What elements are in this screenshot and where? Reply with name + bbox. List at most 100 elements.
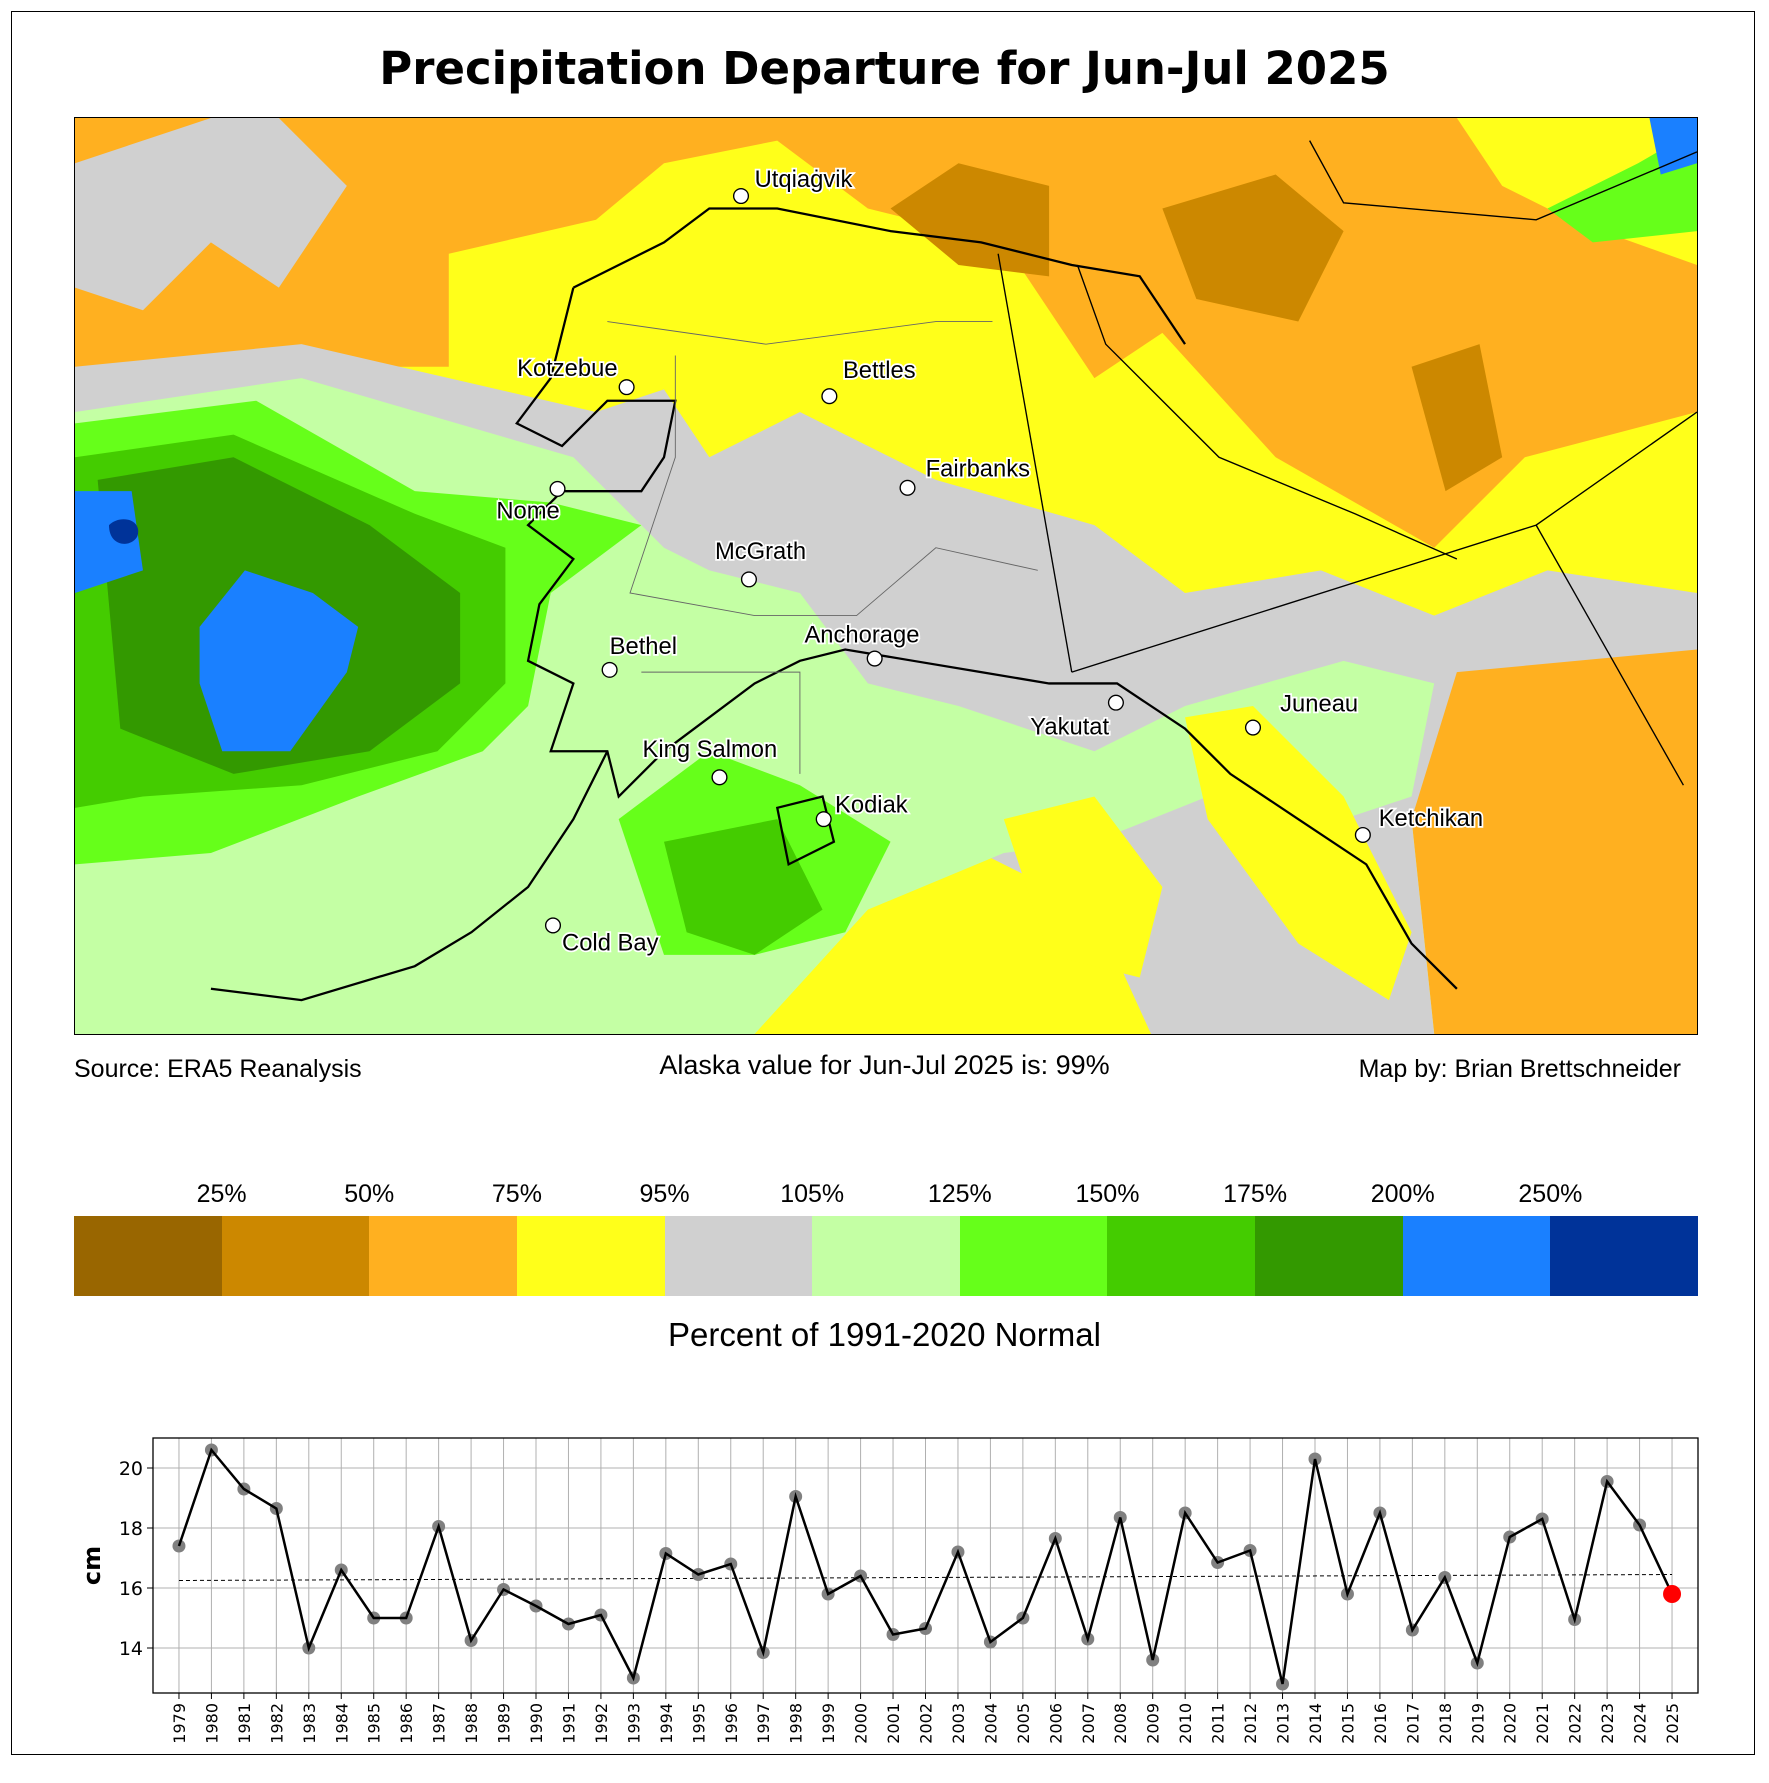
x-tick-label: 2025 (1663, 1703, 1682, 1744)
trend-line (178, 1574, 1673, 1581)
x-tick-label: 2001 (884, 1703, 903, 1744)
x-tick-label: 1995 (689, 1703, 708, 1744)
colorbar-swatch (74, 1216, 222, 1296)
precipitation-map: Utqiaġvik Kotzebue Bettles Fairbanks Nome McG… (74, 117, 1698, 1035)
city-marker (1354, 826, 1371, 843)
city-label: Kotzebue (517, 355, 617, 382)
x-tick-label: 2023 (1598, 1703, 1617, 1744)
colorbar-label: 200% (1370, 1180, 1435, 1208)
colorbar-label: 175% (1223, 1180, 1288, 1208)
map-region (663, 819, 823, 955)
x-tick-label: 2020 (1501, 1703, 1520, 1744)
x-tick-label: 2018 (1436, 1703, 1455, 1744)
city-markers: Utqiaġvik Kotzebue Bettles Fairbanks Nome McG… (495, 164, 1485, 958)
city-marker (618, 379, 635, 396)
y-tick-label: 14 (119, 1638, 143, 1660)
x-tick-label: 2000 (852, 1703, 871, 1744)
city-marker (732, 188, 750, 205)
colorbar-swatch (1107, 1216, 1256, 1296)
series-line (177, 1447, 1674, 1685)
y-tick-label: 16 (119, 1578, 143, 1600)
x-tick-label: 2005 (1014, 1703, 1033, 1744)
x-tick-label: 1999 (819, 1703, 838, 1744)
x-tick-label: 2013 (1274, 1703, 1293, 1744)
city-marker (601, 661, 618, 678)
colorbar-label: 95% (639, 1180, 690, 1208)
x-tick-label: 2019 (1468, 1703, 1487, 1744)
x-tick-label: 2014 (1306, 1703, 1325, 1744)
x-tick-label: 2021 (1533, 1703, 1552, 1744)
page-title: Precipitation Departure for Jun-Jul 2025 (379, 42, 1390, 95)
x-tick-label: 2017 (1403, 1703, 1422, 1744)
x-tick-label: 2016 (1371, 1703, 1390, 1744)
city-marker (549, 480, 566, 497)
city-label: Ketchikan (1379, 805, 1483, 832)
x-tick-label: 1996 (722, 1703, 741, 1744)
map-region (75, 491, 143, 593)
x-tick-label: 1982 (267, 1703, 286, 1744)
map-region (1185, 706, 1412, 1001)
colorbar-label: 105% (780, 1180, 845, 1208)
map-region (1162, 174, 1344, 322)
x-tick-label: 2022 (1566, 1703, 1585, 1744)
x-tick-label: 1981 (235, 1703, 254, 1744)
x-tick-label: 1994 (657, 1703, 676, 1744)
x-tick-label: 2007 (1079, 1703, 1098, 1744)
map-region (108, 519, 139, 544)
x-tick-label: 1991 (559, 1703, 578, 1744)
colorbar-swatch (812, 1216, 960, 1296)
city-label: Juneau (1280, 691, 1358, 718)
colorbar-label: 250% (1518, 1180, 1583, 1208)
state-value-text: Alaska value for Jun-Jul 2025 is: 99% (659, 1050, 1110, 1080)
city-label: Bethel (610, 633, 677, 660)
city-marker (899, 479, 916, 496)
city-label: Bettles (843, 357, 916, 384)
x-tick-label: 2004 (981, 1703, 1000, 1744)
x-tick-label: 2008 (1111, 1703, 1130, 1744)
map-region (199, 570, 359, 752)
x-tick-label: 1979 (170, 1703, 189, 1744)
credit-text: Map by: Brian Brettschneider (1358, 1055, 1681, 1083)
x-tick-label: 2002 (917, 1703, 936, 1744)
city-label: Kodiak (835, 791, 908, 818)
borders (997, 140, 1697, 786)
colorbar-swatch (1550, 1216, 1699, 1296)
city-label: King Salmon (642, 736, 777, 763)
colorbar-swatch (959, 1216, 1108, 1296)
map-region (1411, 638, 1697, 1034)
colorbar-label: 150% (1075, 1180, 1140, 1208)
x-tick-label: 2009 (1144, 1703, 1163, 1744)
colorbar-label: 125% (927, 1180, 992, 1208)
city-marker (815, 811, 832, 828)
timeseries-chart: 14 16 18 20 1979 1980 1981 1982 1983 1984 1985 1986… (78, 1437, 1699, 1744)
x-tick-label: 1990 (527, 1703, 546, 1744)
source-text: Source: ERA5 Reanalysis (74, 1055, 362, 1083)
map-region (890, 163, 1050, 277)
map-region (75, 118, 347, 311)
city-label: Anchorage (804, 622, 919, 649)
x-tick-label: 1980 (202, 1703, 221, 1744)
x-tick-label: 1983 (300, 1703, 319, 1744)
x-tick-label: 2024 (1631, 1703, 1650, 1744)
city-label: Fairbanks (926, 456, 1030, 483)
city-label: Nome (496, 497, 559, 524)
city-marker (866, 650, 883, 667)
map-region (1411, 344, 1503, 492)
x-tick-label: 1985 (365, 1703, 384, 1744)
map-svg: Utqiaġvik Kotzebue Bettles Fairbanks Nome McG… (75, 118, 1697, 1034)
city-marker (1244, 719, 1262, 736)
city-marker (740, 571, 757, 588)
colorbar-swatch (1255, 1216, 1403, 1296)
figure-border (11, 11, 1755, 1755)
x-tick-label: 1998 (787, 1703, 806, 1744)
y-tick-label: 20 (119, 1458, 143, 1480)
city-label: Cold Bay (562, 929, 659, 956)
x-tick-label: 2012 (1241, 1703, 1260, 1744)
colorbar (74, 1216, 1699, 1296)
x-tick-label: 2011 (1209, 1703, 1228, 1744)
colorbar-title: Percent of 1991-2020 Normal (668, 1316, 1101, 1353)
x-tick-label: 1997 (754, 1703, 773, 1744)
city-marker (821, 388, 838, 405)
city-marker (1107, 694, 1124, 711)
